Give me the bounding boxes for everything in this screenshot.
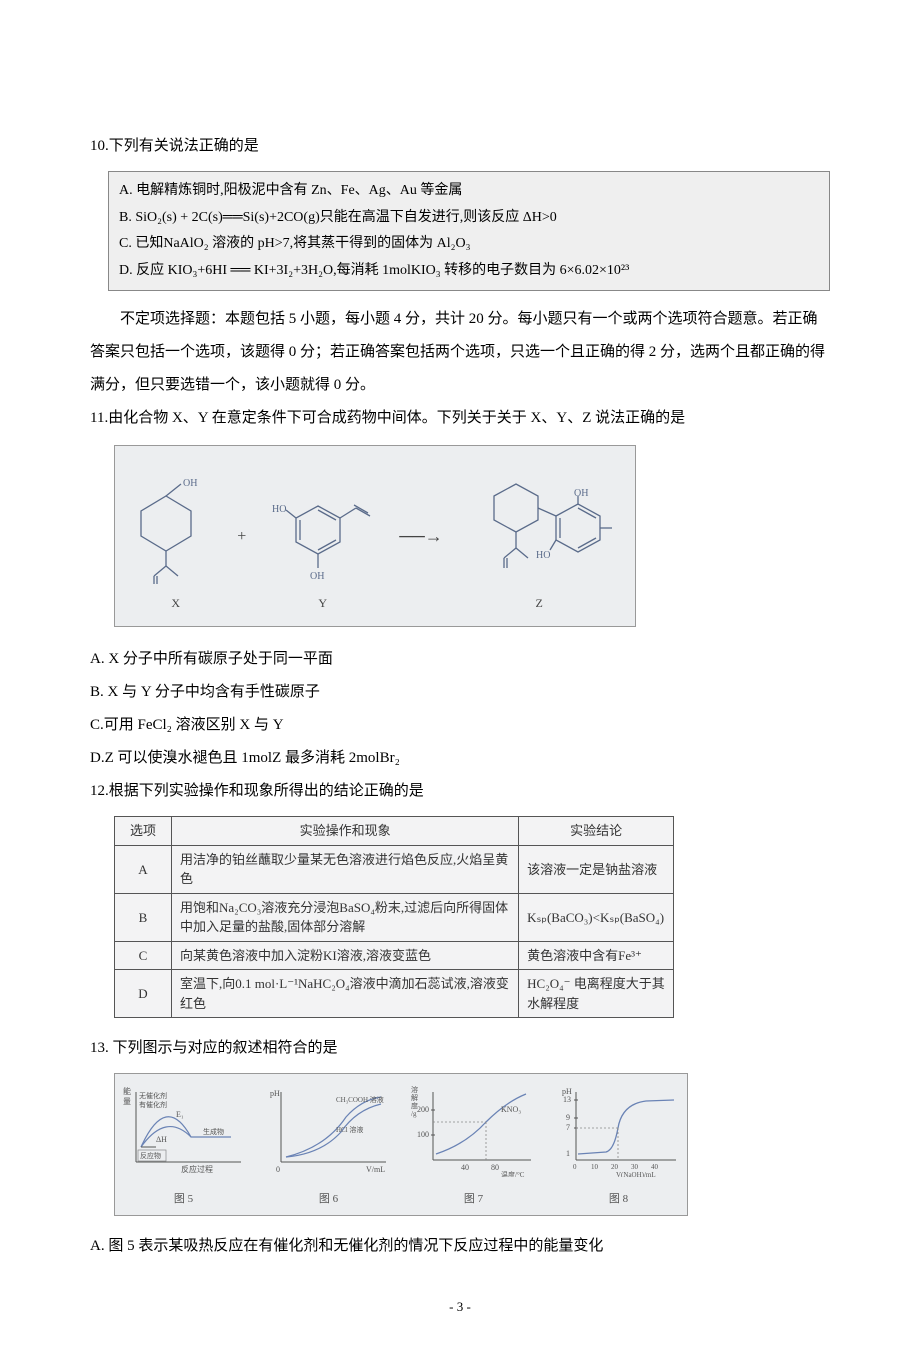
q13-figures: 能 量 无催化剂 有催化剂 E₁ ΔH 生成物 反应物 反应过程 图 5 pH — [114, 1073, 688, 1215]
svg-text:HCl 溶液: HCl 溶液 — [336, 1125, 363, 1134]
molecule-x: OH X — [136, 476, 216, 616]
fig6: pH CH₃COOH 溶液 HCl 溶液 0 V/mL 图 6 — [266, 1082, 391, 1210]
svg-text:40: 40 — [461, 1163, 469, 1172]
svg-text:KNO₃: KNO₃ — [501, 1105, 521, 1114]
q11-opt-c: C.可用 FeCl₂ 溶液区别 X 与 Y — [90, 709, 830, 742]
svg-text:反应过程: 反应过程 — [181, 1164, 213, 1174]
svg-text:13: 13 — [563, 1095, 571, 1104]
plus-sign: + — [237, 519, 246, 554]
svg-text:V/mL: V/mL — [366, 1165, 385, 1174]
svg-text:10: 10 — [591, 1163, 599, 1171]
table-row: A 用洁净的铂丝蘸取少量某无色溶液进行焰色反应,火焰呈黄色 该溶液一定是钠盐溶液 — [115, 845, 674, 893]
th-operation: 实验操作和现象 — [172, 817, 519, 846]
svg-text:HO: HO — [272, 504, 286, 515]
svg-text:30: 30 — [631, 1163, 639, 1171]
q10-stem: 10.下列有关说法正确的是 — [90, 130, 830, 163]
q10-opt-d: D. 反应 KIO₃+6HI ══ KI+3I₂+3H₂O,每消耗 1molKI… — [119, 258, 819, 285]
th-option: 选项 — [115, 817, 172, 846]
arrow-sign: ──→ — [399, 517, 443, 557]
svg-text:100: 100 — [417, 1130, 429, 1139]
fig8: pH 13 9 7 1 0 10 20 30 40 V(NaOH)/mL 图 8 — [556, 1082, 681, 1210]
svg-text:有催化剂: 有催化剂 — [139, 1100, 167, 1109]
q10-opt-a: A. 电解精炼铜时,阳极泥中含有 Zn、Fe、Ag、Au 等金属 — [119, 178, 819, 205]
svg-text:无催化剂: 无催化剂 — [139, 1091, 167, 1100]
molecule-z-svg: OH HO — [464, 466, 614, 586]
q11-opt-a: A. X 分子中所有碳原子处于同一平面 — [90, 643, 830, 676]
table-row: C 向某黄色溶液中加入淀粉KI溶液,溶液变蓝色 黄色溶液中含有Fe³⁺ — [115, 941, 674, 970]
q13-stem: 13. 下列图示与对应的叙述相符合的是 — [90, 1032, 830, 1065]
q11-structure-diagram: OH X + HO OH — [114, 445, 636, 627]
svg-text:OH: OH — [183, 478, 197, 489]
svg-text:反应物: 反应物 — [140, 1151, 161, 1160]
q13-opt-a: A. 图 5 表示某吸热反应在有催化剂和无催化剂的情况下反应过程中的能量变化 — [90, 1230, 830, 1263]
q10-opt-c: C. 已知NaAlO₂ 溶液的 pH>7,将其蒸干得到的固体为 Al₂O₃ — [119, 231, 819, 258]
svg-text:OH: OH — [310, 571, 324, 582]
svg-text:0: 0 — [276, 1165, 280, 1174]
svg-text:ΔH: ΔH — [156, 1135, 167, 1144]
svg-text:OH: OH — [574, 488, 588, 499]
svg-text:20: 20 — [611, 1163, 619, 1171]
q12-stem: 12.根据下列实验操作和现象所得出的结论正确的是 — [90, 775, 830, 808]
q11-stem: 11.由化合物 X、Y 在意定条件下可合成药物中间体。下列关于关于 X、Y、Z … — [90, 402, 830, 435]
molecule-x-svg: OH — [136, 476, 216, 586]
fig5: 能 量 无催化剂 有催化剂 E₁ ΔH 生成物 反应物 反应过程 图 5 — [121, 1082, 246, 1210]
svg-text:HO: HO — [536, 550, 550, 561]
svg-text:40: 40 — [651, 1163, 659, 1171]
svg-text:温度/°C: 温度/°C — [501, 1170, 525, 1177]
svg-text:CH₃COOH 溶液: CH₃COOH 溶液 — [336, 1095, 384, 1104]
svg-text:生成物: 生成物 — [203, 1127, 224, 1136]
section-instructions: 不定项选择题：本题包括 5 小题，每小题 4 分，共计 20 分。每小题只有一个… — [90, 303, 830, 402]
q11-opt-b: B. X 与 Y 分子中均含有手性碳原子 — [90, 676, 830, 709]
fig7: 溶 解 度 /g 200 100 KNO₃ 40 80 温度/°C 图 7 — [411, 1082, 536, 1210]
svg-text:量: 量 — [123, 1097, 131, 1106]
svg-text:pH: pH — [270, 1089, 280, 1098]
q10-opt-b: B. SiO₂(s) + 2C(s)══Si(s)+2CO(g)只能在高温下自发… — [119, 205, 819, 232]
th-conclusion: 实验结论 — [519, 817, 674, 846]
table-row: D 室温下,向0.1 mol·L⁻¹NaHC₂O₄溶液中滴加石蕊试液,溶液变红色… — [115, 970, 674, 1018]
svg-text:7: 7 — [566, 1123, 570, 1132]
page-number: - 3 - — [90, 1293, 830, 1322]
q11-opt-d: D.Z 可以使溴水褪色且 1molZ 最多消耗 2molBr₂ — [90, 742, 830, 775]
svg-text:E₁: E₁ — [176, 1110, 184, 1119]
svg-text:80: 80 — [491, 1163, 499, 1172]
molecule-y-svg: HO OH — [268, 476, 378, 586]
molecule-z: OH HO Z — [464, 466, 614, 616]
svg-text:9: 9 — [566, 1113, 570, 1122]
svg-text:能: 能 — [123, 1086, 131, 1096]
molecule-y: HO OH Y — [268, 476, 378, 616]
page: 10.下列有关说法正确的是 A. 电解精炼铜时,阳极泥中含有 Zn、Fe、Ag、… — [0, 0, 920, 1361]
svg-text:V(NaOH)/mL: V(NaOH)/mL — [616, 1171, 656, 1177]
table-row: B 用饱和Na₂CO₃溶液充分浸泡BaSO₄粉末,过滤后向所得固体中加入足量的盐… — [115, 893, 674, 941]
svg-text:200: 200 — [417, 1105, 429, 1114]
q12-table: 选项 实验操作和现象 实验结论 A 用洁净的铂丝蘸取少量某无色溶液进行焰色反应,… — [114, 816, 830, 1018]
q10-options-box: A. 电解精炼铜时,阳极泥中含有 Zn、Fe、Ag、Au 等金属 B. SiO₂… — [108, 171, 830, 291]
svg-text:溶: 溶 — [411, 1085, 418, 1094]
svg-text:0: 0 — [573, 1163, 577, 1171]
svg-text:1: 1 — [566, 1149, 570, 1158]
svg-text:解: 解 — [411, 1093, 418, 1102]
